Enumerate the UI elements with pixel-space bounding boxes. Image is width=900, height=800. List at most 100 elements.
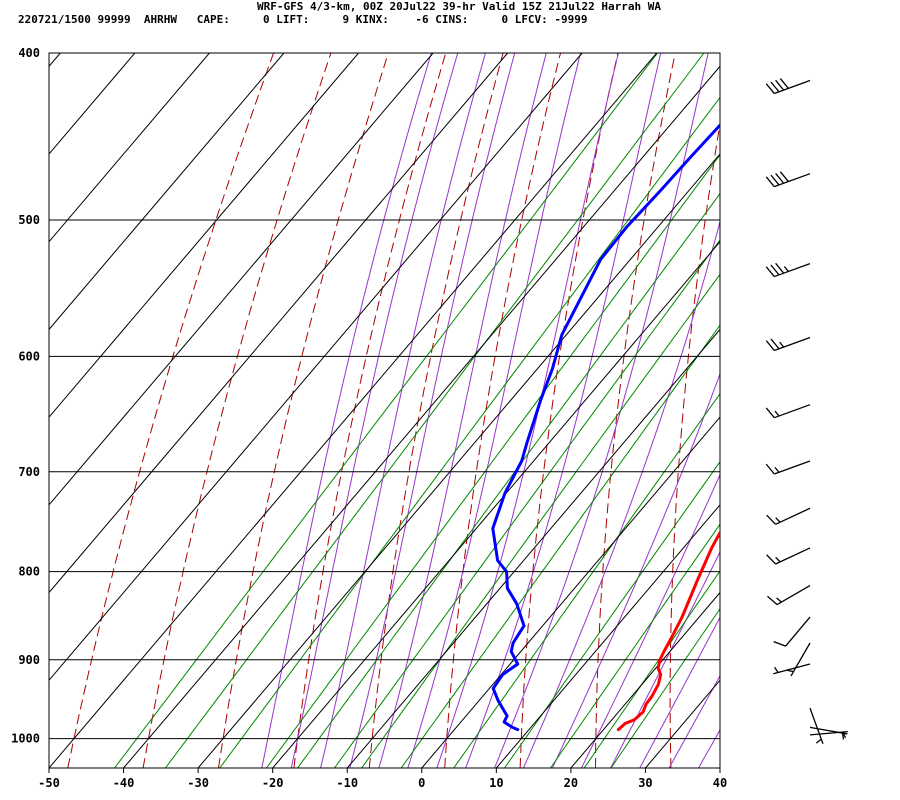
wind-barb-staff bbox=[774, 262, 811, 278]
wind-barb bbox=[765, 336, 811, 352]
moist-adiabat bbox=[580, 473, 720, 768]
wind-barb-full bbox=[765, 463, 775, 475]
wind-barb-half bbox=[774, 410, 780, 417]
dry-adiabat bbox=[444, 53, 561, 768]
wind-barb bbox=[765, 460, 811, 475]
data-lines bbox=[491, 123, 720, 732]
wind-barb-full bbox=[779, 171, 789, 182]
moist-adiabat bbox=[349, 53, 516, 768]
moist-adiabat bbox=[290, 53, 459, 768]
wind-barb bbox=[787, 642, 811, 677]
isotherm-line bbox=[49, 53, 210, 243]
wind-barb bbox=[765, 404, 811, 419]
dewpoint-line bbox=[491, 123, 720, 732]
wind-barb-full bbox=[766, 554, 777, 565]
wind-barb-staff bbox=[773, 663, 811, 675]
x-tick-label: 20 bbox=[564, 776, 578, 790]
wind-barb bbox=[809, 730, 848, 739]
mixing-ratio-line bbox=[504, 460, 720, 768]
temperature-line bbox=[616, 529, 720, 732]
dry-adiabat bbox=[812, 53, 847, 768]
isotherm-line bbox=[570, 591, 720, 768]
wind-barb-half bbox=[783, 266, 789, 272]
wind-barb-half bbox=[775, 556, 781, 563]
dry-adiabat bbox=[293, 53, 447, 768]
mixing-ratio-line bbox=[297, 192, 720, 768]
wind-barb bbox=[809, 707, 824, 745]
wind-barb bbox=[773, 616, 811, 647]
x-tick-label: -20 bbox=[262, 776, 284, 790]
moist-adiabat bbox=[407, 53, 582, 768]
wind-barb-staff bbox=[774, 404, 811, 419]
dry-adiabat bbox=[218, 53, 389, 768]
wind-barb-staff bbox=[774, 336, 811, 352]
wind-barb bbox=[765, 262, 811, 278]
wind-barb bbox=[809, 726, 848, 740]
wind-barb-staff bbox=[774, 79, 811, 95]
isotherm-line bbox=[49, 53, 359, 418]
isotherm-line bbox=[421, 416, 720, 768]
wind-barb-full bbox=[770, 264, 780, 276]
x-tick-label: 0 bbox=[418, 776, 425, 790]
x-tick-label: -50 bbox=[38, 776, 60, 790]
wind-barb bbox=[765, 171, 811, 188]
y-tick-label: 800 bbox=[18, 565, 40, 579]
wind-barb-staff bbox=[774, 460, 811, 475]
isotherm-line bbox=[49, 53, 658, 768]
wind-barb-full bbox=[770, 81, 780, 93]
wind-barb-full bbox=[765, 340, 775, 351]
mixing-ratio-line bbox=[333, 239, 720, 768]
isotherm-line bbox=[197, 153, 720, 768]
wind-barb bbox=[766, 547, 811, 565]
dry-adiabat bbox=[595, 53, 676, 768]
mixing-ratio-line bbox=[219, 96, 720, 768]
dry-adiabat bbox=[67, 53, 275, 768]
y-tick-label: 400 bbox=[18, 46, 40, 60]
mixing-ratio-line bbox=[453, 393, 720, 768]
wind-barb-full bbox=[779, 78, 789, 89]
mixing-ratio-line bbox=[610, 607, 720, 768]
isotherm-line bbox=[49, 53, 434, 506]
wind-barb-staff bbox=[775, 507, 811, 525]
wind-barb-staff bbox=[776, 585, 811, 606]
wind-barb-half bbox=[841, 732, 845, 740]
moist-adiabat bbox=[261, 53, 432, 768]
wind-barb-staff bbox=[809, 730, 848, 736]
y-tick-label: 700 bbox=[18, 465, 40, 479]
wind-barb-full bbox=[770, 174, 780, 186]
wind-barb-staff bbox=[809, 726, 848, 735]
moist-adiabat bbox=[320, 53, 486, 768]
dry-adiabat bbox=[880, 53, 900, 768]
plot-frame bbox=[48, 52, 721, 769]
mixing-ratio-line bbox=[114, 53, 658, 768]
wind-barb-full bbox=[767, 595, 778, 606]
wind-barb-half bbox=[842, 731, 847, 739]
wind-barb-half bbox=[779, 341, 785, 348]
chart-subtitle: 220721/1500 99999 AHRHW CAPE: 0 LIFT: 9 … bbox=[18, 13, 588, 26]
wind-barbs bbox=[765, 78, 848, 745]
x-tick-label: -30 bbox=[187, 776, 209, 790]
wind-barb-full bbox=[765, 266, 775, 277]
dry-adiabat bbox=[368, 53, 504, 768]
wind-barb-full bbox=[775, 262, 785, 274]
wind-barb-full bbox=[770, 338, 780, 350]
isotherm-line bbox=[495, 504, 720, 768]
moist-adiabat bbox=[668, 674, 720, 768]
wind-barb-half bbox=[787, 669, 794, 673]
wind-barb bbox=[773, 663, 811, 675]
wind-barb-staff bbox=[809, 707, 824, 745]
wind-barb-full bbox=[773, 641, 786, 647]
wind-barb-half bbox=[774, 666, 779, 673]
wind-barb-half bbox=[775, 517, 781, 523]
isotherm-line bbox=[346, 328, 720, 768]
wind-barb bbox=[765, 78, 811, 95]
wind-barb-half bbox=[774, 466, 780, 473]
x-tick-label: 10 bbox=[489, 776, 503, 790]
wind-barb-full bbox=[765, 176, 775, 188]
wind-barb-staff bbox=[790, 642, 811, 677]
x-tick-label: -10 bbox=[336, 776, 358, 790]
y-tick-label: 500 bbox=[18, 213, 40, 227]
wind-barb-full bbox=[775, 79, 785, 91]
moist-adiabat bbox=[551, 372, 720, 768]
moist-adiabat bbox=[728, 53, 900, 768]
